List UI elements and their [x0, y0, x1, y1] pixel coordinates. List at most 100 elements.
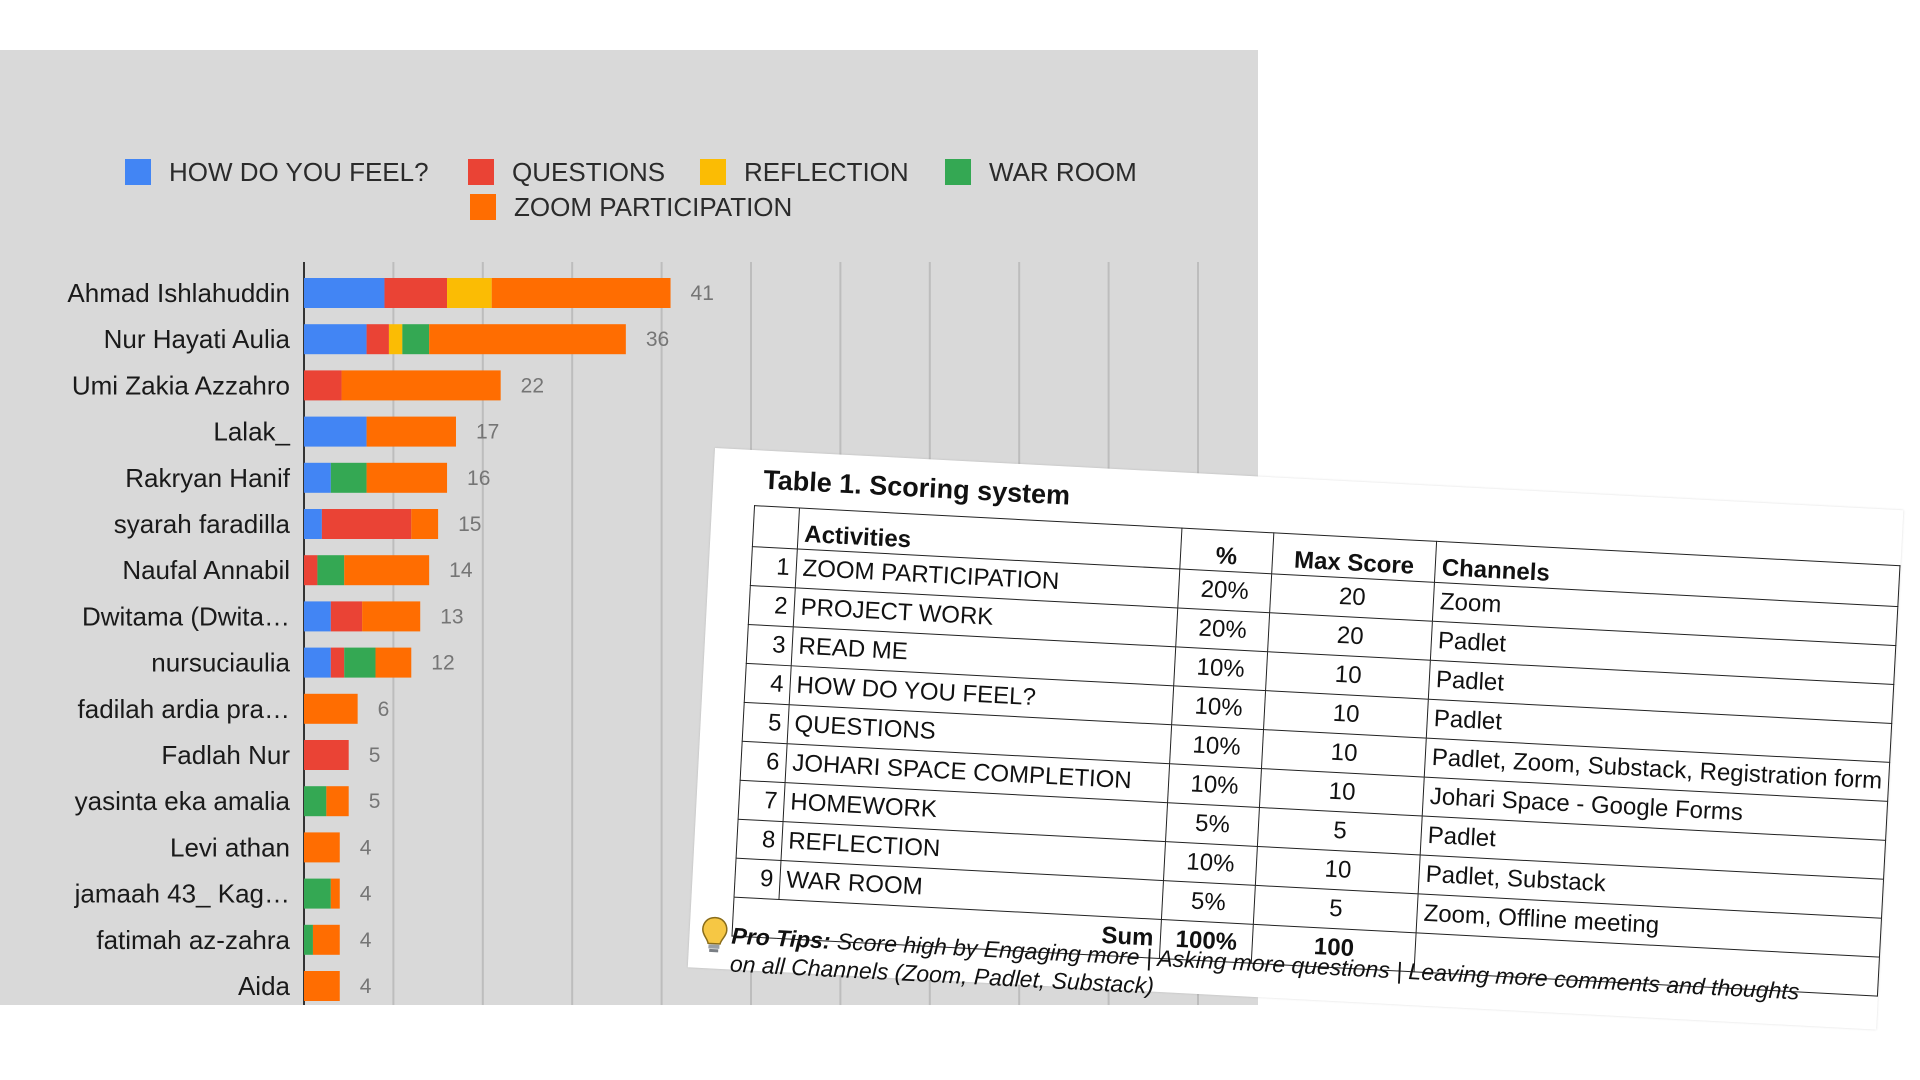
total-label: 41 [691, 282, 714, 305]
legend-label-questions: QUESTIONS [512, 157, 665, 187]
bar-segment-zoom-participation [366, 462, 448, 493]
bar-segment-questions [330, 647, 345, 678]
total-label: 5 [369, 744, 381, 767]
category-label: fadilah ardia pra… [78, 694, 290, 724]
category-label: Dwitama (Dwita… [82, 601, 290, 631]
bar-segment-war-room [317, 555, 345, 586]
bar-segment-zoom-participation [362, 601, 421, 632]
category-label: Rakryan Hanif [125, 463, 291, 493]
category-label: Fadlah Nur [161, 740, 290, 770]
bar-segment-zoom-participation [491, 278, 671, 308]
bar-segment-questions [330, 601, 363, 632]
row-number: 1 [750, 546, 798, 588]
bar-segment-questions [304, 370, 342, 401]
bar-segment-zoom-participation [330, 878, 340, 909]
pro-tip-label: Pro Tips: [730, 922, 832, 954]
bar-segment-zoom-participation [411, 509, 439, 539]
legend-label-war-room: WAR ROOM [989, 157, 1137, 187]
total-label: 4 [360, 975, 372, 998]
category-label: Lalak_ [213, 417, 290, 447]
bar-segment-questions [384, 278, 448, 308]
legend-label-zoom-participation: ZOOM PARTICIPATION [514, 192, 792, 222]
bar-segment-war-room [304, 924, 313, 955]
bar-segment-how-do-you-feel [304, 509, 322, 539]
total-label: 22 [521, 374, 544, 397]
row-number: 5 [742, 702, 789, 744]
scoring-table-card: Table 1. Scoring system Activities % Max… [687, 448, 1904, 1030]
legend-swatch-questions [468, 159, 494, 185]
category-label: jamaah 43_ Kag… [74, 879, 290, 909]
total-label: 36 [646, 328, 669, 351]
row-number: 8 [736, 819, 783, 861]
bar-segment-zoom-participation [312, 924, 340, 955]
legend-swatch-reflection [700, 159, 726, 185]
row-percent: 10% [1173, 646, 1268, 691]
bar-segment-questions [321, 509, 412, 539]
bar-segment-zoom-participation [304, 832, 340, 863]
bar-segment-zoom-participation [304, 971, 340, 1001]
legend-swatch-zoom-participation [470, 194, 496, 220]
legend-label-how-do-you-feel: HOW DO YOU FEEL? [169, 157, 429, 187]
bar-segment-zoom-participation [341, 370, 501, 401]
total-label: 4 [360, 883, 372, 906]
category-label: Ahmad Ishlahuddin [67, 278, 290, 308]
row-percent: 20% [1177, 568, 1273, 613]
bar-segment-how-do-you-feel [304, 601, 331, 632]
bar-segment-zoom-participation [344, 555, 430, 586]
bar-segment-war-room [304, 878, 331, 909]
category-label: yasinta eka amalia [75, 786, 291, 816]
category-label: Levi athan [170, 832, 290, 862]
category-label: Umi Zakia Azzahro [72, 370, 290, 400]
row-percent: 10% [1171, 685, 1266, 730]
total-label: 4 [360, 929, 372, 952]
bar-segment-zoom-participation [366, 416, 456, 447]
bar-segment-zoom-participation [375, 647, 412, 678]
row-percent: 5% [1165, 802, 1260, 847]
category-label: Naufal Annabil [122, 555, 290, 585]
category-label: nursuciaulia [151, 648, 290, 678]
row-percent: 10% [1163, 841, 1258, 886]
bar-segment-how-do-you-feel [304, 324, 367, 355]
row-number: 4 [744, 663, 792, 705]
bar-segment-how-do-you-feel [304, 278, 385, 308]
bar-segment-war-room [304, 786, 327, 817]
scoring-table: Activities % Max Score Channels 1 ZOOM P… [731, 505, 1900, 997]
legend-swatch-war-room [945, 159, 971, 185]
row-percent: 10% [1169, 724, 1264, 769]
total-label: 15 [458, 513, 481, 536]
row-percent: 5% [1160, 880, 1256, 925]
chart-legend: HOW DO YOU FEEL? QUESTIONS REFLECTION WAR R… [125, 157, 1137, 222]
total-label: 13 [440, 605, 463, 628]
bar-segment-zoom-participation [429, 324, 626, 355]
row-number: 7 [738, 780, 785, 822]
row-number: 3 [746, 624, 794, 666]
table-body: 1 ZOOM PARTICIPATION 20% 20 Zoom 2 PROJE… [731, 546, 1898, 997]
chart-labels: Ahmad Ishlahuddin 41 Nur Hayati Aulia 36 Umi… [67, 278, 714, 1001]
bar-segment-zoom-participation [304, 693, 358, 724]
total-label: 5 [369, 790, 381, 813]
bar-segment-questions [304, 555, 318, 586]
bar-segment-war-room [330, 462, 367, 493]
category-label: syarah faradilla [114, 509, 291, 539]
header-percent: % [1179, 528, 1275, 574]
row-percent: 10% [1167, 763, 1262, 808]
total-label: 6 [378, 698, 390, 721]
total-label: 16 [467, 467, 490, 490]
legend-swatch-how-do-you-feel [125, 159, 151, 185]
bar-segment-war-room [344, 647, 376, 678]
bar-segment-how-do-you-feel [304, 647, 331, 678]
bar-segment-how-do-you-feel [304, 416, 367, 447]
bar-segment-reflection [388, 324, 403, 355]
category-label: fatimah az-zahra [96, 925, 290, 955]
category-label: Aida [238, 971, 291, 1001]
lightbulb-icon [702, 916, 728, 953]
legend-label-reflection: REFLECTION [744, 157, 909, 187]
row-number: 6 [740, 741, 787, 783]
bar-segment-war-room [402, 324, 430, 355]
bar-segment-how-do-you-feel [304, 462, 331, 493]
table-title: Table 1. Scoring system [762, 464, 1071, 511]
bar-segment-questions [366, 324, 389, 355]
bar-segment-zoom-participation [326, 786, 349, 817]
bar-segment-questions [304, 740, 349, 770]
total-label: 17 [476, 421, 499, 444]
